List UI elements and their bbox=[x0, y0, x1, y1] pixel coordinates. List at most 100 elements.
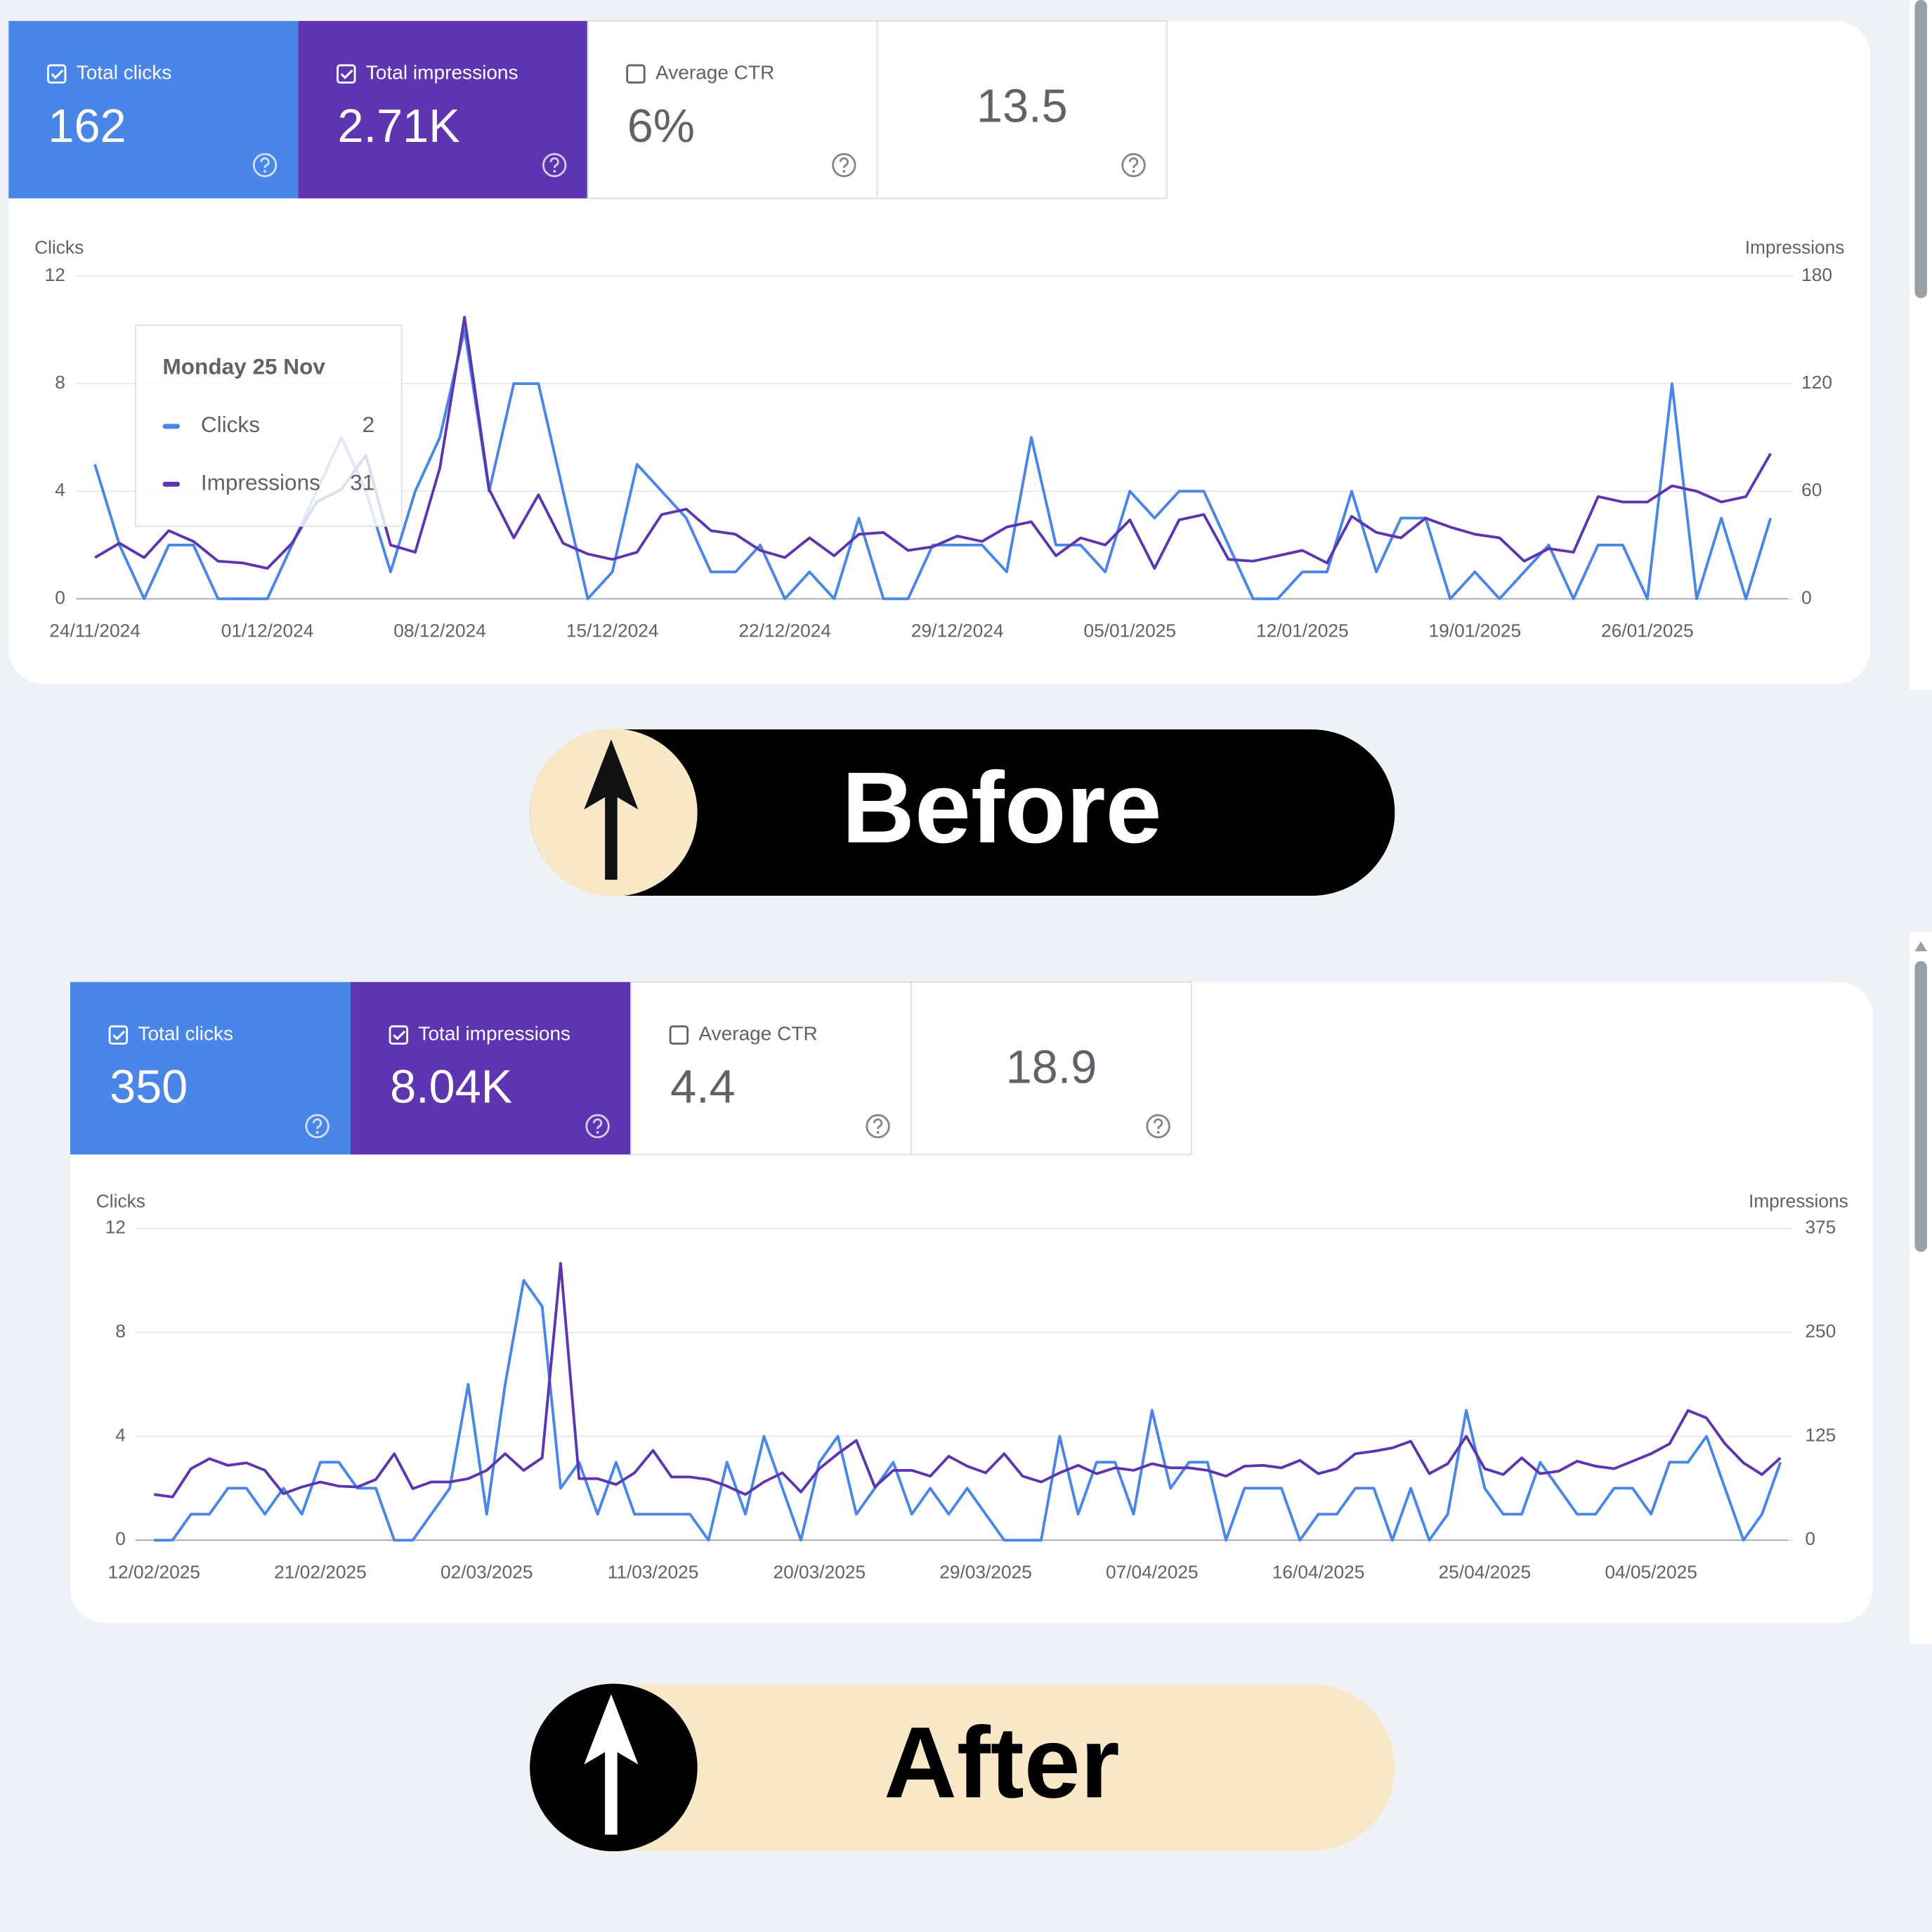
checkbox[interactable] bbox=[669, 1025, 689, 1045]
checkmark bbox=[340, 69, 353, 79]
y2-tick-label: 375 bbox=[1805, 1217, 1836, 1238]
y-axis-title: Clicks bbox=[96, 1191, 145, 1212]
y2-axis-title: Impressions bbox=[1749, 1191, 1848, 1212]
metric-value: 6% bbox=[627, 100, 695, 152]
help-icon bbox=[252, 152, 278, 178]
x-tick-label: 15/12/2024 bbox=[566, 620, 659, 641]
metric-tile[interactable] bbox=[8, 20, 299, 199]
help-icon-mark bbox=[1128, 157, 1139, 169]
metric-value: 8.04K bbox=[390, 1062, 512, 1114]
help-icon-dot bbox=[876, 1130, 880, 1134]
checkbox[interactable] bbox=[337, 64, 356, 84]
metric-label: Average CTR bbox=[655, 62, 774, 84]
metric-tile[interactable] bbox=[630, 981, 912, 1156]
x-tick-label: 07/04/2025 bbox=[1106, 1562, 1199, 1583]
help-icon-dot bbox=[553, 169, 556, 173]
metric-value: 2.71K bbox=[338, 100, 460, 152]
x-tick-label: 01/12/2024 bbox=[221, 620, 314, 641]
series-line bbox=[154, 1279, 1782, 1542]
checkmark bbox=[51, 69, 64, 79]
help-icon-dot bbox=[315, 1130, 319, 1134]
scroll-arrow[interactable] bbox=[1914, 941, 1927, 951]
x-tick-label: 19/01/2025 bbox=[1429, 620, 1522, 641]
help-icon-dot bbox=[842, 169, 846, 173]
x-tick-label: 08/12/2024 bbox=[393, 620, 486, 641]
metric-value: 4.4 bbox=[670, 1062, 736, 1114]
metric-tile[interactable] bbox=[298, 20, 588, 199]
y2-tick-label: 250 bbox=[1805, 1320, 1836, 1341]
y2-tick-label: 120 bbox=[1801, 372, 1832, 393]
metric-value: 13.5 bbox=[977, 81, 1068, 133]
y-tick-label: 4 bbox=[55, 479, 65, 500]
x-tick-label: 29/12/2024 bbox=[911, 620, 1004, 641]
y-tick-label: 0 bbox=[55, 587, 65, 608]
y2-tick-label: 180 bbox=[1801, 264, 1832, 285]
y2-tick-label: 0 bbox=[1805, 1528, 1815, 1549]
y-tick-label: 12 bbox=[45, 264, 65, 285]
y2-tick-label: 60 bbox=[1801, 479, 1822, 500]
metric-tile[interactable] bbox=[876, 20, 1168, 200]
tooltip-swatch bbox=[162, 481, 181, 487]
badge-label: Before bbox=[842, 752, 1161, 864]
help-icon-dot bbox=[1132, 169, 1135, 173]
help-icon bbox=[542, 152, 567, 178]
x-tick-label: 12/01/2025 bbox=[1256, 620, 1349, 641]
checkbox[interactable] bbox=[626, 64, 646, 84]
help-icon-mark bbox=[312, 1118, 322, 1130]
x-tick-label: 12/02/2025 bbox=[107, 1562, 200, 1583]
metric-tile[interactable] bbox=[350, 981, 631, 1155]
help-icon-mark bbox=[592, 1118, 603, 1130]
scrollbar-thumb[interactable] bbox=[1914, 0, 1927, 299]
metric-label: Total impressions bbox=[366, 62, 518, 84]
x-tick-label: 25/04/2025 bbox=[1439, 1562, 1532, 1583]
help-icon-dot bbox=[263, 169, 267, 173]
y-tick-label: 0 bbox=[115, 1528, 126, 1549]
checkmark bbox=[112, 1030, 126, 1040]
help-icon bbox=[305, 1114, 329, 1139]
tooltip bbox=[135, 325, 403, 527]
tooltip-value: 2 bbox=[363, 412, 375, 437]
x-tick-label: 05/01/2025 bbox=[1083, 620, 1176, 641]
help-icon-mark bbox=[839, 157, 849, 169]
help-icon-dot bbox=[596, 1130, 599, 1134]
x-tick-label: 11/03/2025 bbox=[608, 1562, 699, 1583]
help-icon-mark bbox=[873, 1118, 883, 1130]
y-tick-label: 8 bbox=[55, 372, 65, 393]
badge-label: After bbox=[884, 1706, 1120, 1819]
checkbox[interactable] bbox=[108, 1025, 129, 1045]
y-tick-label: 12 bbox=[105, 1217, 126, 1238]
tooltip-label: Impressions bbox=[201, 470, 320, 495]
metric-tile[interactable] bbox=[70, 981, 351, 1155]
x-tick-label: 20/03/2025 bbox=[773, 1562, 866, 1583]
x-tick-label: 26/01/2025 bbox=[1601, 620, 1694, 641]
y-tick-label: 8 bbox=[115, 1320, 126, 1341]
metric-label: Total clicks bbox=[77, 62, 172, 84]
metric-tile[interactable] bbox=[910, 981, 1192, 1156]
checkbox[interactable] bbox=[46, 64, 67, 84]
checkmark bbox=[393, 1030, 406, 1040]
help-icon bbox=[585, 1114, 610, 1139]
x-tick-label: 22/12/2024 bbox=[738, 620, 831, 641]
help-icon-mark bbox=[260, 157, 270, 169]
x-tick-label: 04/05/2025 bbox=[1605, 1562, 1697, 1583]
help-icon bbox=[1146, 1114, 1170, 1139]
metric-value: 18.9 bbox=[1006, 1042, 1097, 1094]
help-icon bbox=[832, 152, 856, 178]
y2-tick-label: 0 bbox=[1801, 587, 1812, 608]
tooltip-swatch bbox=[162, 424, 181, 429]
scrollbar-thumb[interactable] bbox=[1914, 960, 1927, 1252]
metric-label: Total clicks bbox=[138, 1023, 233, 1045]
x-tick-label: 24/11/2024 bbox=[49, 620, 141, 641]
series-line bbox=[153, 1262, 1782, 1499]
metric-value: 162 bbox=[48, 100, 126, 152]
checkbox[interactable] bbox=[389, 1025, 409, 1045]
help-icon bbox=[1121, 152, 1146, 178]
help-icon-mark bbox=[549, 157, 559, 169]
y-axis-title: Clicks bbox=[34, 237, 84, 258]
tooltip-title: Monday 25 Nov bbox=[163, 354, 326, 379]
tooltip-label: Clicks bbox=[201, 412, 260, 437]
x-tick-label: 16/04/2025 bbox=[1272, 1562, 1365, 1583]
help-icon bbox=[866, 1114, 890, 1139]
